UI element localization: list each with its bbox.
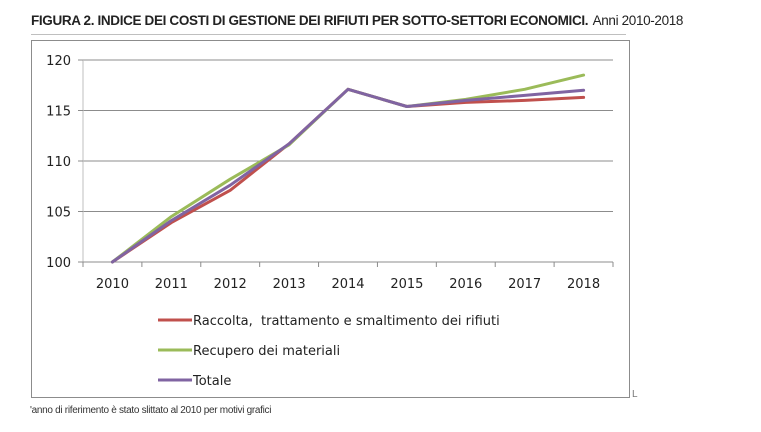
y-axis-ticks: 100 105 110 115 120: [46, 54, 83, 271]
x-tick-label: 2015: [390, 277, 423, 292]
series-line-1: [110, 73, 586, 264]
x-tick-label: 2016: [449, 277, 482, 292]
x-tick-label: 2014: [331, 277, 364, 292]
figure-title: FIGURA 2. INDICE DEI COSTI DI GESTIONE D…: [31, 12, 683, 30]
legend: Raccolta, trattamento e smaltimento dei …: [158, 314, 500, 389]
legend-label: Totale: [192, 374, 231, 389]
x-tick-label: 2011: [155, 277, 188, 292]
x-tick-label: 2018: [567, 277, 600, 292]
x-axis-ticks: 2010 2011 2012 2013 2014 2015 2016 2017 2018: [82, 262, 614, 292]
series-line-0: [110, 87, 586, 264]
y-tick-label: 120: [46, 54, 71, 69]
gridlines: [83, 59, 613, 212]
x-tick-label: 2010: [96, 277, 129, 292]
x-tick-label: 2013: [273, 277, 306, 292]
series-lines: [110, 73, 586, 264]
footnote: 'anno di riferimento è stato slittato al…: [30, 405, 272, 416]
y-tick-label: 110: [46, 155, 71, 170]
chart-area: 100 105 110 115 120 2010 2011 2012 2013 2014 2015…: [31, 40, 630, 398]
corner-mark: L: [632, 389, 638, 400]
figure-title-years: Anni 2010-2018: [592, 13, 684, 28]
figure-title-main: FIGURA 2. INDICE DEI COSTI DI GESTIONE D…: [31, 13, 589, 28]
x-tick-label: 2017: [508, 277, 541, 292]
y-tick-label: 105: [46, 206, 71, 221]
series-line-2: [110, 87, 586, 264]
x-tick-label: 2012: [214, 277, 247, 292]
y-tick-label: 100: [46, 256, 71, 271]
y-tick-label: 115: [46, 105, 71, 120]
line-chart: 100 105 110 115 120 2010 2011 2012 2013 2014 2015…: [46, 54, 614, 389]
legend-label: Raccolta, trattamento e smaltimento dei …: [193, 314, 500, 329]
title-divider: [31, 34, 626, 35]
legend-label: Recupero dei materiali: [193, 344, 340, 359]
